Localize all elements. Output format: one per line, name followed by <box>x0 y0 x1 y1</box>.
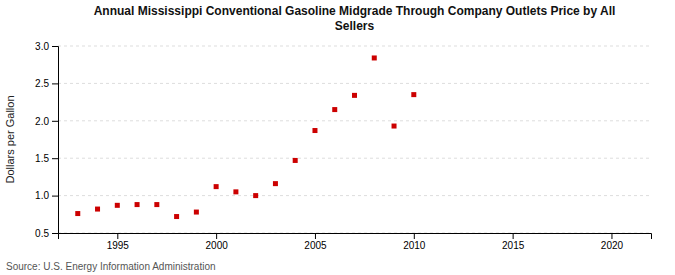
y-tick: 1.0 <box>35 190 58 201</box>
y-tick-mark <box>52 196 58 197</box>
source-note: Source: U.S. Energy Information Administ… <box>6 261 216 272</box>
point <box>352 93 357 98</box>
x-tick-label: 2015 <box>502 240 525 251</box>
y-tick-mark <box>52 121 58 122</box>
x-tick-label: 2000 <box>206 240 229 251</box>
point <box>194 210 199 215</box>
x-tick: 2010 <box>403 233 426 251</box>
x-tick-mark <box>315 233 316 239</box>
x-tick-mark <box>513 233 514 239</box>
x-tick-label: 2010 <box>403 240 426 251</box>
x-tick: 2005 <box>304 233 327 251</box>
point <box>75 211 80 216</box>
x-axis: 1995 2000 2005 2010 2015 2020 <box>59 233 652 251</box>
point <box>115 203 120 208</box>
point <box>332 107 337 112</box>
x-tick: 2020 <box>601 233 624 251</box>
point <box>174 214 179 219</box>
point <box>312 128 317 133</box>
y-tick: 2.0 <box>35 116 58 127</box>
point <box>233 189 238 194</box>
points <box>75 55 416 219</box>
point <box>95 207 100 212</box>
y-tick-label: 1.0 <box>35 190 49 201</box>
point <box>214 184 219 189</box>
x-tick-mark <box>611 233 612 239</box>
grid-line <box>58 195 651 196</box>
x-tick-label: 2020 <box>601 240 624 251</box>
point <box>392 124 397 129</box>
y-axis-line <box>52 47 59 234</box>
y-tick-mark <box>52 233 58 234</box>
x-tick-label: 2005 <box>304 240 327 251</box>
y-tick: 0.5 <box>35 228 58 239</box>
grid-line <box>58 120 651 121</box>
chart-svg: 1995 2000 2005 2010 2015 2020 0.5 1.0 1.5 2.0 2.5 3… <box>0 0 675 275</box>
y-tick-label: 0.5 <box>35 228 49 239</box>
y-tick-label: 1.5 <box>35 153 49 164</box>
point <box>293 158 298 163</box>
y-tick-label: 2.0 <box>35 116 49 127</box>
point <box>273 181 278 186</box>
y-axis: 0.5 1.0 1.5 2.0 2.5 3.0 <box>35 41 58 239</box>
y-tick-label: 3.0 <box>35 41 49 52</box>
y-tick: 3.0 <box>35 41 58 52</box>
x-tick-mark <box>117 233 118 239</box>
title-line: Sellers <box>335 19 375 33</box>
y-axis-title: Dollars per Gallon <box>4 95 16 183</box>
point <box>372 55 377 60</box>
grid <box>58 46 651 233</box>
x-tick: 1995 <box>107 233 130 251</box>
title-line: Annual Mississippi Conventional Gasoline… <box>94 4 616 18</box>
chart-title: Annual Mississippi Conventional Gasoline… <box>94 4 616 33</box>
grid-line <box>58 158 651 159</box>
y-tick: 1.5 <box>35 153 58 164</box>
grid-line <box>58 83 651 84</box>
y-tick: 2.5 <box>35 78 58 89</box>
y-tick-mark <box>52 158 58 159</box>
point <box>253 193 258 198</box>
grid-line <box>58 46 651 47</box>
x-tick: 2000 <box>206 233 229 251</box>
point <box>135 202 140 207</box>
point <box>411 92 416 97</box>
y-tick-mark <box>52 46 58 47</box>
x-tick: 2015 <box>502 233 525 251</box>
x-tick-label: 1995 <box>107 240 130 251</box>
y-tick-mark <box>52 83 58 84</box>
x-axis-line <box>59 234 652 240</box>
x-tick-mark <box>216 233 217 239</box>
x-tick-mark <box>414 233 415 239</box>
plot-area: 1995 2000 2005 2010 2015 2020 0.5 1.0 1.5 2.0 2.5 3… <box>35 41 651 251</box>
point <box>154 202 159 207</box>
y-tick-label: 2.5 <box>35 78 49 89</box>
